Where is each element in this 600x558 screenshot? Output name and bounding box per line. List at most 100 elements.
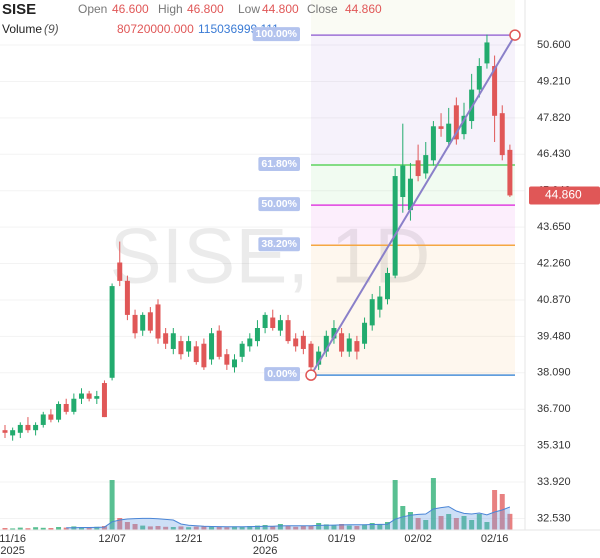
volume-bar [346,525,352,530]
candle-body [86,393,92,399]
y-tick-label: 40.870 [537,294,571,306]
volume-bar [79,527,84,530]
header-value: 46.800 [187,2,224,16]
volume-bar [94,526,100,530]
candle-body [277,320,283,331]
candle-body [79,393,84,399]
volume-bar [469,520,475,530]
candle-body [224,354,230,365]
candle-body [492,66,498,116]
last-price-label: 44.860 [545,188,582,202]
y-tick-label: 39.480 [537,330,571,342]
candle-body [430,126,436,161]
x-tick-label: 12/21 [175,533,203,545]
volume-bar [124,522,130,530]
volume-bar [461,516,467,530]
fib-label-box [264,367,300,382]
volume-bar [239,526,245,530]
fib-label-box [258,237,300,252]
candle-body [63,403,69,412]
fib-label-box [252,27,300,42]
candle-body [316,351,322,365]
volume-bar [484,522,490,530]
candle-body [117,262,123,281]
header-label: Open [78,2,107,16]
fib-bg-left [311,0,515,36]
volume-bar [499,494,505,530]
candle-body [469,89,475,122]
volume-bar [170,527,176,530]
y-tick-label: 33.920 [537,476,571,488]
y-tick-label: 50.600 [537,39,571,51]
volume-bar [193,526,199,530]
volume-bar [56,527,62,530]
candle-body [254,328,260,342]
fib-label: 0.00% [267,368,297,380]
candle-body [308,343,314,368]
volume-bar [270,526,276,530]
fib-label: 61.80% [261,158,297,170]
fib-zone [311,245,515,376]
volume-bar [316,523,322,530]
candle-body [339,333,345,352]
volume-ma-line [66,506,511,529]
header-label: Close [307,2,338,16]
x-tick-label: 02/02 [404,533,432,545]
volume-bar [385,522,390,530]
volume-bar [476,514,482,530]
header-label: Low [238,2,260,16]
fib-zone [311,205,515,246]
x-tick-label: 01/05 [251,533,279,545]
candle-body [101,383,107,418]
volume-bar [507,513,513,530]
volume-bar [109,480,115,530]
volume-bar [293,526,299,530]
volume-bar [362,524,368,530]
candle-body [71,398,77,412]
volume-bar [10,528,16,530]
x-year-label: 2026 [253,545,277,557]
volume-bar [48,528,54,530]
volume-bar [300,525,306,530]
header-value: 44.800 [262,2,299,16]
header-label: High [158,2,183,16]
volume-bar [369,523,375,530]
candle-body [132,314,138,334]
candle-body [232,359,237,368]
candle-body [124,280,130,315]
volume-bar [277,524,283,530]
volume-bar [63,527,69,530]
candle-body [323,335,329,352]
volume-bar [186,527,192,530]
volume-bar [438,516,444,530]
y-tick-label: 36.700 [537,403,571,415]
volume-bar [354,526,360,530]
candle-body [423,155,429,174]
x-year-label: 2025 [0,545,24,557]
volume-bar [492,490,498,530]
watermark: SISE, 1D [110,212,431,300]
candle-body [476,66,482,90]
candle-body [48,414,54,420]
volume-bar [285,526,291,530]
volume-bar [262,525,268,530]
candle-body [385,272,390,300]
fib-label-box [258,157,300,172]
candle-body [400,165,406,198]
volume-bar [2,528,8,530]
candle-body [186,341,192,352]
volume-bar [117,518,123,530]
candle-body [484,42,490,64]
candle-body [109,286,115,378]
volume-label: Volume [2,22,42,36]
trend-line [310,34,516,376]
x-tick-label: 02/16 [481,533,509,545]
header-value: 46.600 [112,2,149,16]
candle-body [178,341,184,355]
trend-handle [509,29,521,41]
y-tick-label: 38.090 [537,367,571,379]
x-tick-label: 12/07 [98,533,126,545]
volume-bar [254,525,260,530]
volume-bar [453,518,459,530]
